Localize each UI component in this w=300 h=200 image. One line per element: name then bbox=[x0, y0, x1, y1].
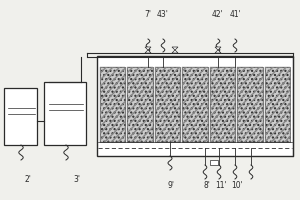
Polygon shape bbox=[145, 47, 151, 50]
Bar bbox=[237, 67, 262, 142]
Text: 2': 2' bbox=[25, 175, 32, 184]
Text: 7': 7' bbox=[145, 10, 152, 19]
Bar bbox=[128, 67, 153, 142]
Text: 9': 9' bbox=[167, 181, 175, 190]
Text: 8': 8' bbox=[204, 181, 210, 190]
Bar bbox=[210, 67, 235, 142]
Bar bbox=[265, 67, 290, 142]
Bar bbox=[210, 67, 235, 142]
Polygon shape bbox=[145, 50, 151, 53]
Bar bbox=[237, 67, 262, 142]
Text: 43': 43' bbox=[157, 10, 169, 19]
Polygon shape bbox=[172, 50, 178, 53]
Bar bbox=[155, 67, 180, 142]
Text: 3': 3' bbox=[74, 175, 80, 184]
Text: 10': 10' bbox=[231, 181, 243, 190]
Bar bbox=[182, 67, 208, 142]
Bar bbox=[210, 160, 218, 165]
Bar bbox=[100, 67, 125, 142]
Bar bbox=[265, 67, 290, 142]
Polygon shape bbox=[215, 50, 221, 53]
Bar bbox=[4, 88, 37, 145]
Bar bbox=[155, 67, 180, 142]
Text: 42': 42' bbox=[212, 10, 224, 19]
Bar bbox=[100, 67, 125, 142]
Polygon shape bbox=[172, 47, 178, 50]
Text: 41': 41' bbox=[229, 10, 241, 19]
Bar bbox=[97, 56, 293, 156]
Text: 11': 11' bbox=[215, 181, 227, 190]
Bar bbox=[128, 67, 153, 142]
Bar bbox=[182, 67, 208, 142]
Polygon shape bbox=[215, 47, 221, 50]
Bar bbox=[44, 82, 86, 145]
